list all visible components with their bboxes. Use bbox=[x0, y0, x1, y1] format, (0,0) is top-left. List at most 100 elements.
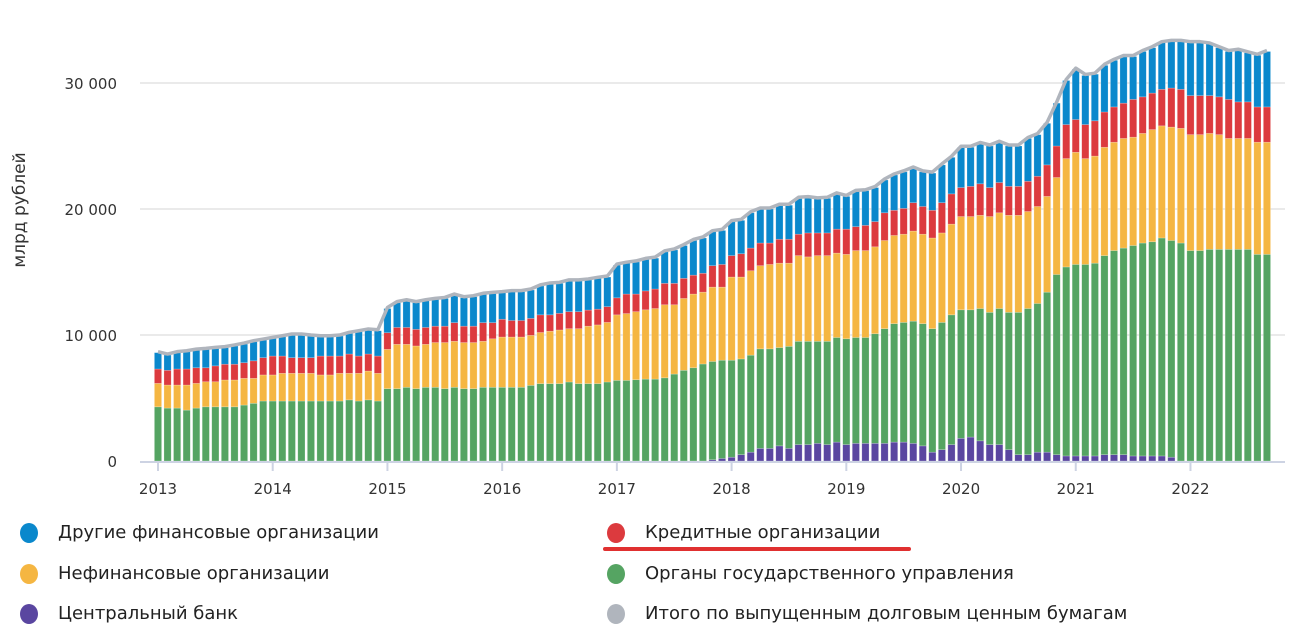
legend-item-total[interactable]: Итого по выпущенным долговым ценным бума… bbox=[607, 603, 1127, 624]
bar-segment-3-2020-04[interactable] bbox=[985, 187, 994, 217]
bar-segment-3-2016-07[interactable] bbox=[555, 313, 564, 331]
bar-segment-2-2017-06[interactable] bbox=[660, 304, 669, 379]
bar-segment-3-2021-09[interactable] bbox=[1148, 92, 1157, 130]
bar-segment-2-2020-06[interactable] bbox=[1004, 215, 1013, 313]
bar-segment-2-2014-10[interactable] bbox=[354, 373, 363, 402]
bar-segment-4-2015-11[interactable] bbox=[479, 294, 487, 323]
bar-segment-4-2013-01[interactable] bbox=[154, 352, 162, 370]
bar-segment-1-2015-12[interactable] bbox=[488, 386, 497, 462]
bar-segment-2-2013-04[interactable] bbox=[182, 384, 191, 411]
bar-segment-1-2017-08[interactable] bbox=[679, 369, 688, 462]
bar-segment-4-2017-03[interactable] bbox=[632, 261, 640, 295]
bar-segment-0-2019-10[interactable] bbox=[928, 451, 937, 462]
bar-segment-1-2021-11[interactable] bbox=[1167, 240, 1176, 458]
bar-segment-1-2020-08[interactable] bbox=[1024, 308, 1032, 456]
bar-segment-2-2020-09[interactable] bbox=[1033, 206, 1042, 304]
bar-segment-1-2016-01[interactable] bbox=[498, 386, 507, 462]
bar-segment-2-2021-09[interactable] bbox=[1148, 129, 1157, 243]
bar-segment-3-2016-05[interactable] bbox=[536, 314, 545, 333]
bar-segment-1-2017-10[interactable] bbox=[699, 363, 707, 462]
bar-segment-4-2015-07[interactable] bbox=[440, 298, 449, 327]
bar-segment-1-2016-10[interactable] bbox=[584, 383, 593, 462]
bar-segment-3-2017-03[interactable] bbox=[632, 293, 640, 312]
bar-segment-4-2013-03[interactable] bbox=[173, 352, 182, 370]
bar-segment-1-2018-10[interactable] bbox=[813, 340, 822, 444]
bar-segment-3-2021-10[interactable] bbox=[1157, 89, 1166, 127]
bar-segment-4-2020-08[interactable] bbox=[1024, 138, 1032, 182]
bar-segment-4-2013-12[interactable] bbox=[259, 339, 268, 358]
bar-segment-3-2018-09[interactable] bbox=[804, 232, 812, 258]
bar-segment-4-2022-02[interactable] bbox=[1196, 42, 1204, 96]
bar-segment-3-2021-12[interactable] bbox=[1177, 89, 1185, 129]
bar-segment-1-2013-10[interactable] bbox=[240, 404, 248, 462]
bar-segment-2-2015-06[interactable] bbox=[431, 342, 440, 388]
bar-segment-2-2016-05[interactable] bbox=[536, 332, 545, 384]
bar-segment-1-2019-11[interactable] bbox=[938, 322, 946, 450]
bar-segment-1-2021-01[interactable] bbox=[1071, 264, 1080, 457]
bar-segment-3-2021-06[interactable] bbox=[1119, 102, 1128, 139]
bar-segment-4-2022-09[interactable] bbox=[1263, 51, 1271, 108]
bar-segment-4-2017-08[interactable] bbox=[679, 245, 688, 279]
bar-segment-0-2020-09[interactable] bbox=[1033, 451, 1042, 462]
bar-segment-0-2020-04[interactable] bbox=[985, 444, 994, 462]
bar-segment-4-2018-10[interactable] bbox=[813, 198, 822, 234]
bar-segment-3-2016-03[interactable] bbox=[517, 320, 526, 338]
bar-segment-1-2019-12[interactable] bbox=[947, 314, 956, 445]
bar-segment-1-2018-08[interactable] bbox=[794, 340, 803, 445]
bar-segment-2-2013-11[interactable] bbox=[249, 378, 258, 404]
bar-segment-0-2021-09[interactable] bbox=[1148, 455, 1157, 462]
bar-segment-2-2020-12[interactable] bbox=[1062, 158, 1071, 268]
bar-segment-0-2018-03[interactable] bbox=[746, 451, 755, 462]
bar-segment-2-2017-08[interactable] bbox=[679, 298, 688, 371]
bar-segment-3-2020-09[interactable] bbox=[1033, 175, 1042, 207]
bar-segment-1-2020-09[interactable] bbox=[1033, 303, 1042, 453]
bar-segment-1-2017-11[interactable] bbox=[708, 361, 717, 461]
bar-segment-1-2021-04[interactable] bbox=[1100, 255, 1109, 455]
bar-segment-4-2021-11[interactable] bbox=[1167, 41, 1176, 89]
bar-segment-0-2018-01[interactable] bbox=[727, 456, 736, 462]
bar-segment-4-2020-07[interactable] bbox=[1014, 145, 1023, 187]
bar-segment-3-2016-04[interactable] bbox=[526, 318, 535, 336]
bar-segment-4-2017-10[interactable] bbox=[699, 237, 707, 274]
bar-segment-3-2018-10[interactable] bbox=[813, 232, 822, 256]
bar-segment-4-2021-03[interactable] bbox=[1090, 73, 1099, 122]
bar-segment-4-2014-01[interactable] bbox=[268, 338, 277, 357]
bar-segment-1-2021-02[interactable] bbox=[1081, 264, 1090, 457]
bar-segment-2-2019-10[interactable] bbox=[928, 237, 937, 329]
bar-segment-2-2020-04[interactable] bbox=[985, 216, 994, 313]
bar-segment-0-2019-11[interactable] bbox=[938, 449, 946, 462]
bar-segment-2-2021-04[interactable] bbox=[1100, 146, 1109, 256]
bar-segment-4-2021-04[interactable] bbox=[1100, 65, 1109, 113]
bar-segment-1-2019-08[interactable] bbox=[909, 320, 918, 444]
bar-segment-1-2017-07[interactable] bbox=[670, 373, 679, 462]
bar-segment-1-2020-01[interactable] bbox=[957, 309, 965, 439]
bar-segment-3-2014-02[interactable] bbox=[278, 355, 287, 374]
bar-segment-4-2022-07[interactable] bbox=[1243, 52, 1252, 103]
bar-segment-2-2019-03[interactable] bbox=[861, 250, 870, 338]
bar-segment-4-2019-08[interactable] bbox=[909, 167, 918, 204]
bar-segment-1-2020-11[interactable] bbox=[1052, 274, 1061, 455]
bar-segment-2-2022-02[interactable] bbox=[1196, 134, 1204, 251]
bar-segment-2-2022-04[interactable] bbox=[1215, 134, 1224, 250]
bar-segment-2-2021-01[interactable] bbox=[1071, 152, 1080, 265]
bar-segment-3-2015-10[interactable] bbox=[469, 325, 478, 343]
bar-segment-1-2020-12[interactable] bbox=[1062, 266, 1071, 457]
bar-segment-1-2015-04[interactable] bbox=[412, 388, 421, 462]
bar-segment-2-2018-04[interactable] bbox=[756, 265, 765, 350]
bar-segment-2-2017-11[interactable] bbox=[708, 286, 717, 362]
bar-segment-4-2022-08[interactable] bbox=[1253, 54, 1262, 108]
bar-segment-4-2016-01[interactable] bbox=[498, 292, 507, 320]
bar-segment-2-2016-07[interactable] bbox=[555, 329, 564, 384]
bar-segment-4-2013-02[interactable] bbox=[163, 354, 172, 371]
bar-segment-4-2018-01[interactable] bbox=[727, 221, 736, 256]
bar-segment-2-2014-05[interactable] bbox=[307, 373, 315, 402]
bar-segment-0-2019-06[interactable] bbox=[890, 441, 899, 462]
bar-segment-3-2020-12[interactable] bbox=[1062, 124, 1071, 159]
bar-segment-0-2019-12[interactable] bbox=[947, 444, 956, 462]
bar-segment-3-2013-08[interactable] bbox=[221, 363, 229, 381]
bar-segment-3-2020-03[interactable] bbox=[976, 183, 985, 216]
bar-segment-3-2015-06[interactable] bbox=[431, 325, 440, 343]
bar-segment-4-2014-04[interactable] bbox=[297, 334, 306, 358]
bar-segment-3-2019-03[interactable] bbox=[861, 225, 870, 251]
bar-segment-0-2020-02[interactable] bbox=[966, 436, 975, 462]
